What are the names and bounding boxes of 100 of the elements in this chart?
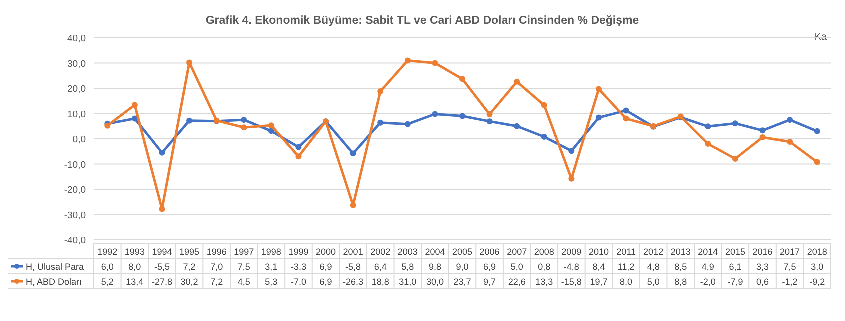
x-tick-label: 1997 (234, 247, 254, 257)
point (760, 134, 766, 140)
data-label: 7,5 (784, 262, 796, 272)
point (159, 206, 166, 212)
data-label: 3,3 (756, 262, 770, 272)
point (404, 58, 411, 64)
data-label: 8,8 (674, 277, 688, 287)
data-label: -15,8 (561, 277, 582, 287)
point (623, 108, 630, 114)
point (596, 114, 602, 121)
x-tick-label: 2011 (616, 247, 636, 257)
data-label: 5,0 (510, 262, 524, 272)
data-label: 30,0 (426, 277, 444, 287)
point (268, 128, 274, 134)
x-tick-label: 2010 (588, 247, 609, 257)
point (705, 124, 712, 130)
y-tick-label: 20,0 (68, 84, 86, 95)
data-label: 5,8 (402, 262, 414, 272)
point (760, 128, 766, 134)
chart-title: Grafik 4. Ekonomik Büyüme: Sabit TL ve Cari ABD Doları Cinsinden % Değişme (206, 15, 640, 27)
point (814, 159, 820, 166)
point (186, 118, 193, 124)
x-tick-label: 2014 (698, 247, 718, 257)
x-tick-label: 2009 (562, 247, 582, 257)
data-label: -9,2 (810, 277, 826, 287)
data-label: 9,7 (484, 277, 496, 287)
x-tick-label: 1992 (98, 247, 118, 257)
x-tick-label: 2000 (316, 247, 336, 257)
data-label: -26,3 (343, 277, 364, 287)
data-label: 9,8 (428, 262, 442, 272)
data-label: 9,0 (456, 262, 469, 272)
point (460, 76, 466, 82)
data-label: 11,2 (618, 262, 635, 272)
point (732, 120, 738, 127)
point (486, 112, 493, 118)
data-label: -7,0 (290, 277, 306, 287)
point (596, 86, 602, 92)
x-tick-label: 2004 (425, 247, 446, 257)
data-label: 19,7 (590, 277, 608, 287)
data-label: 3,1 (265, 262, 278, 272)
point (514, 78, 520, 85)
point (787, 139, 794, 146)
x-tick-label: 2003 (398, 247, 418, 257)
data-label: 6,4 (374, 262, 387, 272)
point (296, 154, 302, 160)
point (460, 113, 466, 120)
point (186, 60, 193, 66)
x-tick-label: 1994 (152, 247, 172, 257)
point (241, 117, 248, 124)
data-label: 4,5 (238, 277, 250, 287)
x-tick-label: 1996 (206, 247, 227, 257)
data-label: -2,0 (700, 277, 716, 287)
x-tick-label: 2001 (343, 247, 364, 257)
data-label: -3,3 (290, 262, 306, 272)
legend-label: H, ABD Doları (26, 277, 82, 287)
data-label: 13,4 (126, 277, 144, 287)
y-tick-label: -30,0 (64, 210, 86, 222)
y-tick-label: 0,0 (72, 134, 86, 146)
data-label: 8,0 (128, 262, 142, 272)
data-label: 18,8 (372, 277, 390, 287)
data-label: 7,2 (183, 262, 196, 272)
data-label: 5,3 (265, 277, 278, 287)
point (514, 123, 520, 130)
point (432, 111, 438, 118)
x-tick-label: 2018 (807, 247, 828, 257)
point (404, 121, 411, 128)
data-label: -5,8 (346, 262, 362, 272)
data-label: 23,7 (454, 277, 472, 287)
x-tick-label: 2006 (480, 247, 500, 257)
x-tick-label: 2016 (752, 247, 773, 257)
point (378, 88, 384, 95)
data-label: 22,6 (508, 277, 526, 287)
data-label: 0,8 (538, 262, 551, 272)
x-tick-label: 2007 (507, 247, 528, 257)
data-label: -1,2 (782, 277, 798, 287)
y-tick-label: -40,0 (64, 236, 86, 246)
x-tick-label: 1998 (261, 247, 282, 257)
point (241, 124, 248, 131)
point (268, 122, 274, 129)
data-label: 7,0 (210, 262, 224, 272)
data-label: 6,9 (320, 262, 332, 272)
x-tick-label: 2015 (725, 247, 746, 257)
x-tick-label: 1993 (124, 247, 145, 257)
data-label: 8,4 (592, 262, 606, 272)
data-label: 8,0 (620, 277, 633, 287)
data-label: 7,5 (238, 262, 250, 272)
data-label: 6,1 (729, 262, 742, 272)
y-tick-label: 40,0 (68, 34, 86, 44)
x-tick-label: 2012 (644, 247, 664, 257)
data-label: 13,3 (536, 277, 554, 287)
y-tick-label: -20,0 (64, 185, 86, 196)
data-label: 31,0 (399, 277, 417, 287)
point (541, 134, 548, 140)
x-tick-label: 2013 (670, 247, 691, 257)
y-tick-label: -10,0 (64, 160, 86, 171)
data-label: 6,9 (484, 262, 496, 272)
data-label: 7,2 (210, 277, 224, 287)
data-label: 3,0 (811, 262, 824, 272)
legend-label: H, Ulusal Para (26, 262, 84, 272)
point (296, 144, 302, 150)
